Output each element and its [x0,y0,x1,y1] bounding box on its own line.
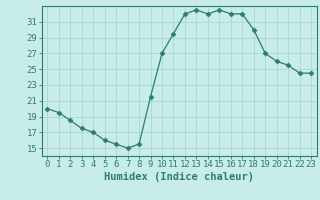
X-axis label: Humidex (Indice chaleur): Humidex (Indice chaleur) [104,172,254,182]
